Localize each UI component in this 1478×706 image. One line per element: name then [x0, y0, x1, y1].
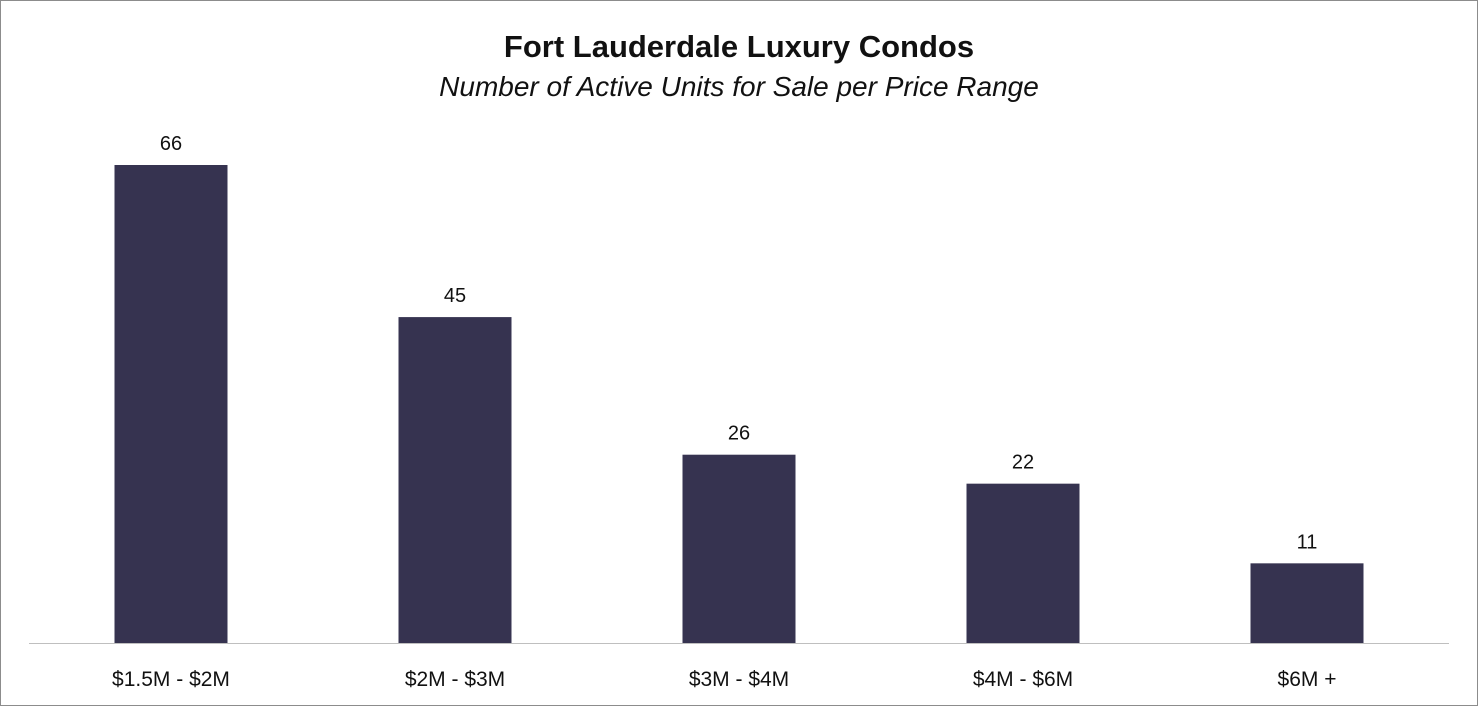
- bar-3: [682, 454, 796, 643]
- data-label-4: 22: [1012, 452, 1034, 474]
- x-tick-label-1: $1.5M - $2M: [112, 668, 230, 691]
- bar-1: [114, 165, 228, 643]
- data-label-3: 26: [728, 423, 750, 445]
- x-tick-label-3: $3M - $4M: [689, 668, 789, 691]
- bar-5: [1250, 563, 1364, 643]
- chart-title: Fort Lauderdale Luxury Condos: [503, 29, 975, 64]
- data-label-2: 45: [444, 285, 466, 307]
- x-tick-label-4: $4M - $6M: [973, 668, 1073, 691]
- bar-4: [966, 483, 1080, 643]
- bar-2: [398, 317, 512, 643]
- x-tick-label-5: $6M +: [1278, 668, 1337, 691]
- chart-subtitle: Number of Active Units for Sale per Pric…: [439, 71, 1039, 102]
- data-label-1: 66: [160, 133, 182, 155]
- data-label-5: 11: [1297, 531, 1318, 553]
- x-tick-label-2: $2M - $3M: [405, 668, 505, 691]
